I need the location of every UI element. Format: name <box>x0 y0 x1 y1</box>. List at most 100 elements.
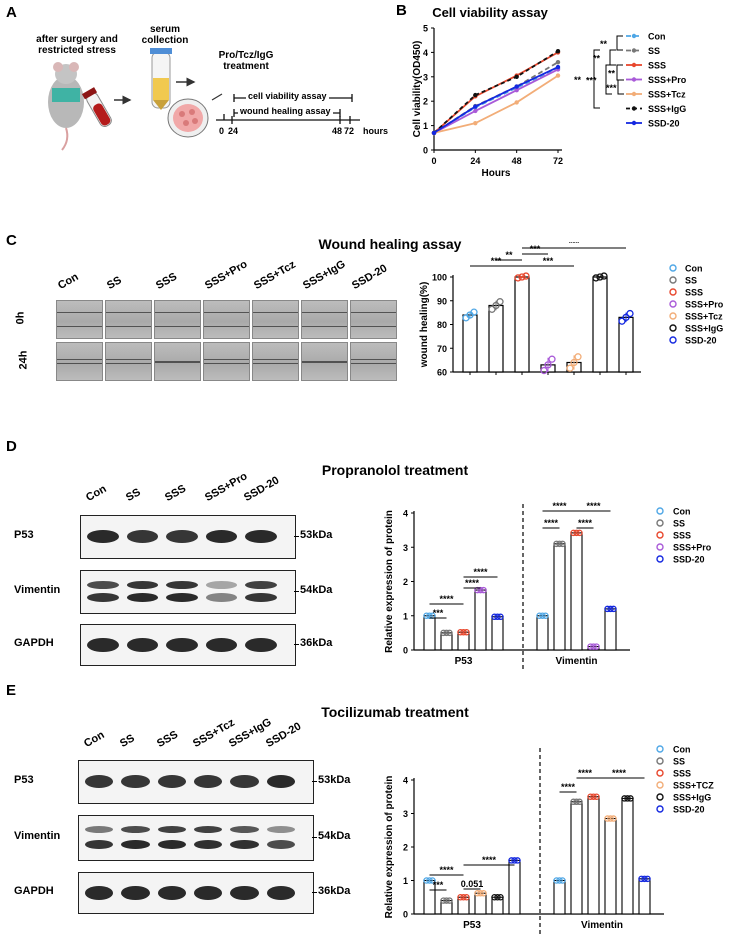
chart-b-legend-marker <box>631 120 637 126</box>
chartD-sig-label: **** <box>544 518 559 528</box>
wound-row-label-0h: 0h <box>14 311 27 325</box>
blot-band <box>121 840 150 849</box>
chart-c-point-ssd-20 <box>626 309 634 318</box>
chart-c-point-sss-pro <box>544 361 552 369</box>
chartD-sig-label: **** <box>578 518 593 528</box>
wound-edge-line <box>57 312 102 313</box>
chartD-ytick-label: 4 <box>403 509 408 519</box>
blot-band <box>205 593 238 602</box>
blot-protein-label-gapdh: GAPDH <box>14 637 54 649</box>
chartE-sig-label: **** <box>561 782 576 792</box>
panel-letter-d: D <box>6 438 17 455</box>
chartE-ytick-label: 4 <box>403 776 408 786</box>
chartE-point <box>497 893 504 901</box>
chart-b-sig-label: ** <box>600 39 608 49</box>
chartD-ytick-label: 3 <box>403 543 408 553</box>
chartD-legend-marker <box>656 531 664 539</box>
chart-b-sig-label: ** <box>593 54 601 64</box>
timeline-unit: hours <box>363 126 389 136</box>
wound-image-24h-ssd-20 <box>350 342 397 381</box>
blot-kda-tick <box>312 837 317 838</box>
wound-col-label-sss-tcz: SSS+Tcz <box>252 258 298 292</box>
chart-b-ylabel: Cell viability(OD450) <box>412 41 423 138</box>
chart-b-point-sss-igg <box>473 92 478 98</box>
blot-kda-tick <box>312 781 317 782</box>
chartE-point <box>480 889 487 897</box>
chartD-legend-sss-pro: SSS+Pro <box>673 543 712 553</box>
wound-col-label-sss: SSS <box>154 270 180 292</box>
chart-c-bar-sss <box>514 276 530 373</box>
chartE-point <box>440 897 447 904</box>
blot-band <box>205 530 238 543</box>
chartE-point <box>590 793 597 801</box>
chart-c-legend-marker <box>669 300 677 308</box>
chart-c-bar-ssd-20 <box>618 316 634 373</box>
chartE-point <box>423 877 430 884</box>
blot-band <box>87 638 119 652</box>
chartD-group-label-p53: P53 <box>455 656 473 667</box>
blot-band <box>166 581 198 589</box>
chartE-ytick-label: 3 <box>403 809 408 819</box>
chart-d-propranolol: 0 1 2 3 4 Relative expression of protein P53 Vi… <box>384 501 712 670</box>
chartD-point <box>463 628 470 636</box>
chart-c-ytick-label: 70 <box>437 344 447 354</box>
chartE-legend-marker <box>656 757 664 765</box>
blot-band <box>245 581 277 589</box>
chart-c-sig-label: *** <box>569 242 580 248</box>
blot-lane-label-ss: SS <box>118 732 138 750</box>
blot-band <box>166 638 198 652</box>
chartE-point <box>511 857 518 864</box>
blot-band <box>85 775 114 788</box>
wound-image-0h-con <box>56 300 103 339</box>
wound-edge-line <box>302 312 347 313</box>
wound-edge-line <box>106 326 151 327</box>
chart-b-legend-marker <box>631 106 637 111</box>
wound-col-label-con: Con <box>56 270 81 292</box>
blot-band <box>121 775 150 788</box>
chartD-point <box>497 613 504 621</box>
chart-b-point-ssd-20 <box>514 84 519 89</box>
chartD-point <box>593 643 600 650</box>
wound-edge-line <box>106 363 151 364</box>
timeline-label-viability: cell viability assay <box>246 91 329 101</box>
chart-c-point-ss <box>492 301 500 310</box>
chart-c-bar-sss-igg <box>592 276 608 373</box>
wound-image-0h-sss-igg <box>301 300 348 339</box>
chart-b-point-sss-pro <box>473 108 478 114</box>
blot-kda-label: 54kDa <box>300 584 333 596</box>
blot-strip-vimentin <box>80 570 296 614</box>
chart-b-point-sss-pro <box>514 88 519 93</box>
chart-b-legend-marker <box>631 62 637 68</box>
chartE-legend-ssd-20: SSD-20 <box>673 805 705 815</box>
chart-b-ytick-label: 0 <box>423 146 428 156</box>
chart-b-sig-bracket <box>617 79 624 95</box>
chartE-sig-label: **** <box>482 855 497 865</box>
blot-band <box>194 886 223 900</box>
blot-band <box>157 840 186 849</box>
wound-edge-line <box>57 359 102 360</box>
chartE-legend-marker <box>656 793 664 801</box>
wound-edge-line <box>155 361 200 363</box>
wound-image-0h-ssd-20 <box>350 300 397 339</box>
chart-b-sig-bracket <box>609 49 616 66</box>
chartE-legend-ss: SS <box>673 757 685 767</box>
chart-c-legend-sss-igg: SSS+IgG <box>685 324 723 334</box>
wound-col-label-sss-pro: SSS+Pro <box>203 258 250 292</box>
timeline-tick-0: 0 <box>219 126 225 136</box>
chartE-bar-vimentin-ss <box>570 801 583 915</box>
chartE-point <box>610 815 617 822</box>
chartE-point <box>426 877 433 884</box>
blot-band <box>230 775 259 788</box>
chartE-legend-marker <box>656 805 664 813</box>
chartE-point <box>514 857 521 864</box>
chart-b-sig-label: *** <box>606 83 617 93</box>
wound-edge-line <box>57 326 102 327</box>
chart-c-sig-label: *** <box>491 256 502 266</box>
blot-strip-vimentin <box>78 815 314 861</box>
chartE-point <box>641 875 648 883</box>
chartD-point <box>610 605 617 613</box>
chart-b-ytick-label: 5 <box>423 24 428 34</box>
chart-c-point-sss <box>518 273 526 281</box>
schematic-step3: Pro/Tcz/IgG treatment <box>218 50 274 72</box>
